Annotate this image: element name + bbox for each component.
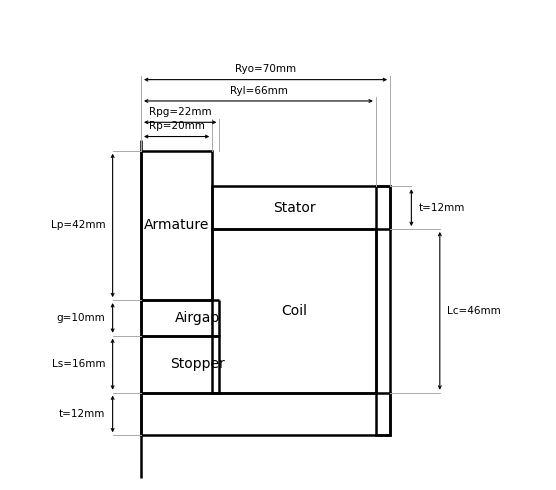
Text: Lc=46mm: Lc=46mm: [447, 306, 500, 316]
Text: Ryl=66mm: Ryl=66mm: [230, 86, 287, 96]
Bar: [141, 392, 390, 435]
Text: Ryo=70mm: Ryo=70mm: [235, 64, 296, 74]
Text: Stopper: Stopper: [171, 357, 225, 371]
Text: Lp=42mm: Lp=42mm: [51, 220, 106, 230]
Text: t=12mm: t=12mm: [419, 203, 465, 213]
Text: Rp=20mm: Rp=20mm: [148, 121, 205, 131]
Text: g=10mm: g=10mm: [57, 313, 106, 323]
Text: Airgap: Airgap: [175, 311, 221, 325]
Bar: [141, 151, 212, 300]
Text: Armature: Armature: [144, 219, 209, 232]
Text: Rpg=22mm: Rpg=22mm: [149, 107, 211, 117]
Text: Coil: Coil: [281, 304, 307, 318]
Text: Ls=16mm: Ls=16mm: [52, 359, 106, 369]
Text: t=12mm: t=12mm: [59, 409, 106, 419]
Bar: [376, 186, 390, 435]
Bar: [212, 229, 376, 392]
Bar: [141, 336, 219, 392]
Bar: [212, 186, 390, 229]
Text: Stator: Stator: [272, 201, 315, 215]
